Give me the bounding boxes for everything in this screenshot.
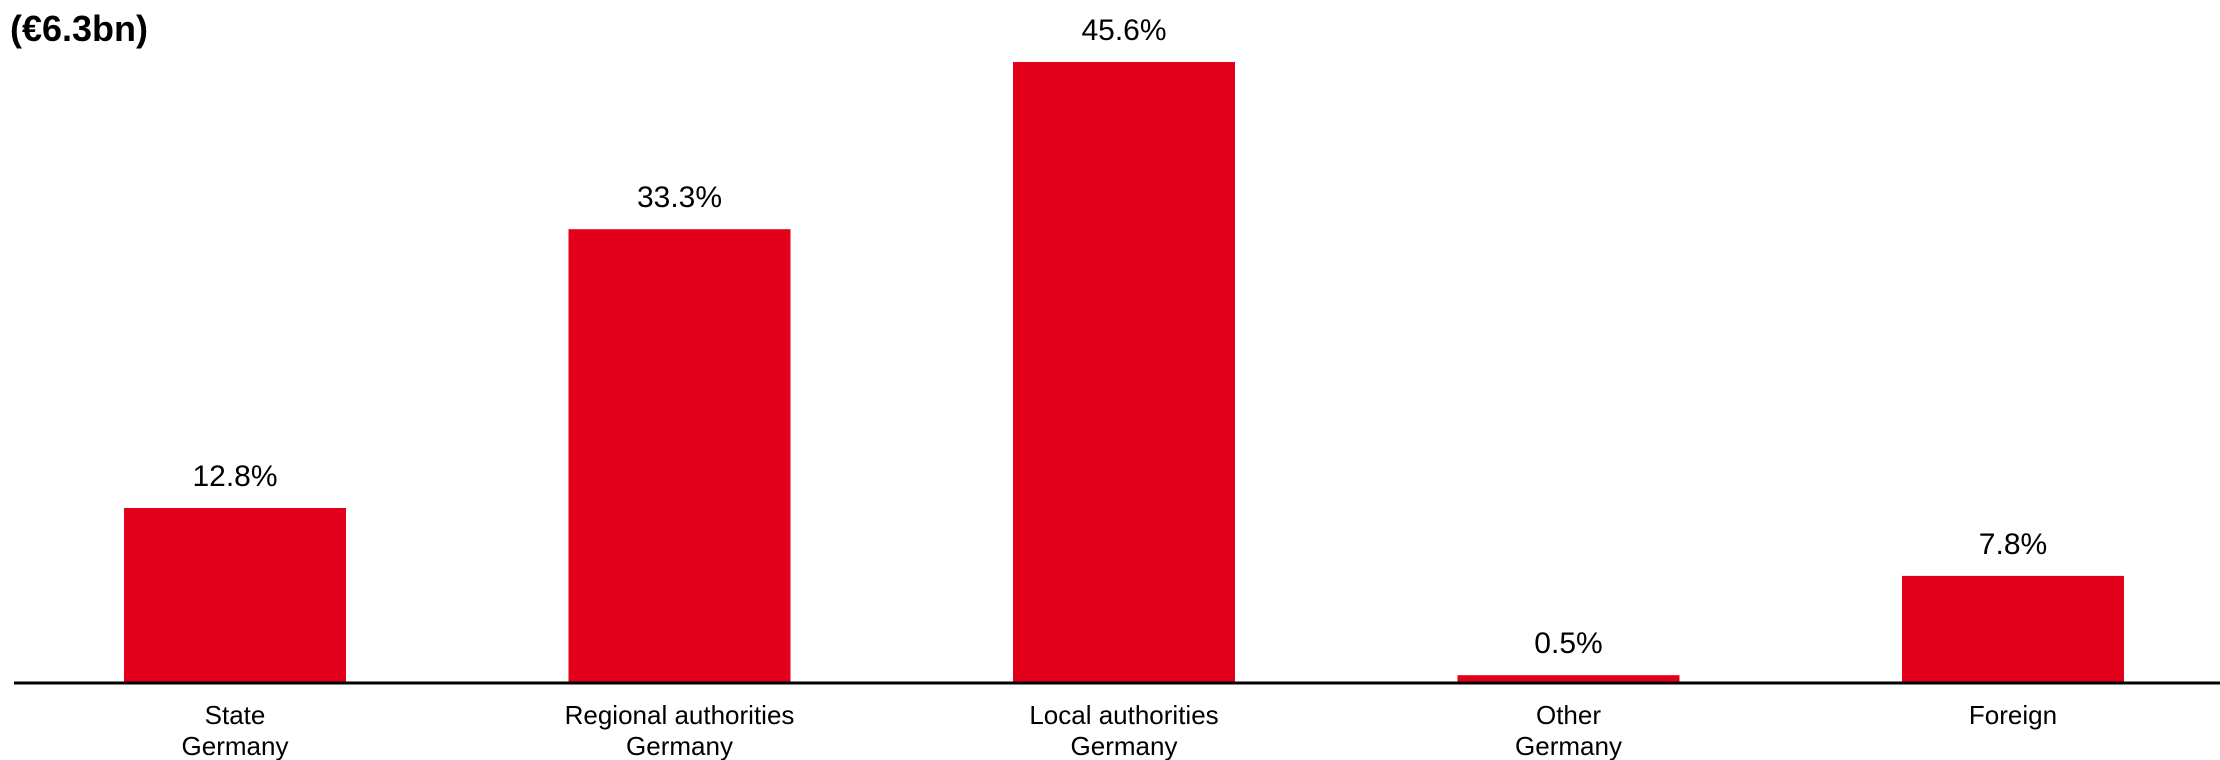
data-label-4: 7.8% xyxy=(1979,528,2047,561)
bar-2 xyxy=(1013,62,1235,682)
category-label-line: Germany xyxy=(626,731,733,760)
category-label-4: Foreign xyxy=(1969,700,2057,730)
category-label-1: Regional authorities Germany xyxy=(565,700,795,760)
category-label-line: Germany xyxy=(1515,731,1622,760)
category-label-0: State Germany xyxy=(182,700,289,760)
category-label-2: Local authorities Germany xyxy=(1029,700,1218,760)
bars-layer xyxy=(124,62,2124,682)
category-label-3: Other Germany xyxy=(1515,700,1622,760)
bar-3 xyxy=(1457,675,1680,682)
category-label-line: Other xyxy=(1536,700,1601,730)
data-label-2: 45.6% xyxy=(1081,14,1166,47)
category-label-line: Germany xyxy=(1071,731,1178,760)
bar-1 xyxy=(568,229,791,682)
category-label-line: Foreign xyxy=(1969,700,2057,730)
bar-4 xyxy=(1902,575,2124,682)
category-label-line: Local authorities xyxy=(1029,700,1218,730)
data-label-0: 12.8% xyxy=(192,460,277,493)
category-label-line: Regional authorities xyxy=(565,700,795,730)
data-label-3: 0.5% xyxy=(1534,627,1602,660)
chart-title: (€6.3bn) xyxy=(10,8,149,49)
bar-0 xyxy=(124,508,346,682)
category-label-line: Germany xyxy=(182,731,289,760)
data-label-1: 33.3% xyxy=(637,181,722,214)
category-label-line: State xyxy=(205,700,266,730)
value-labels-layer: 12.8% 33.3% 45.6% 0.5% 7.8% xyxy=(192,14,2047,660)
